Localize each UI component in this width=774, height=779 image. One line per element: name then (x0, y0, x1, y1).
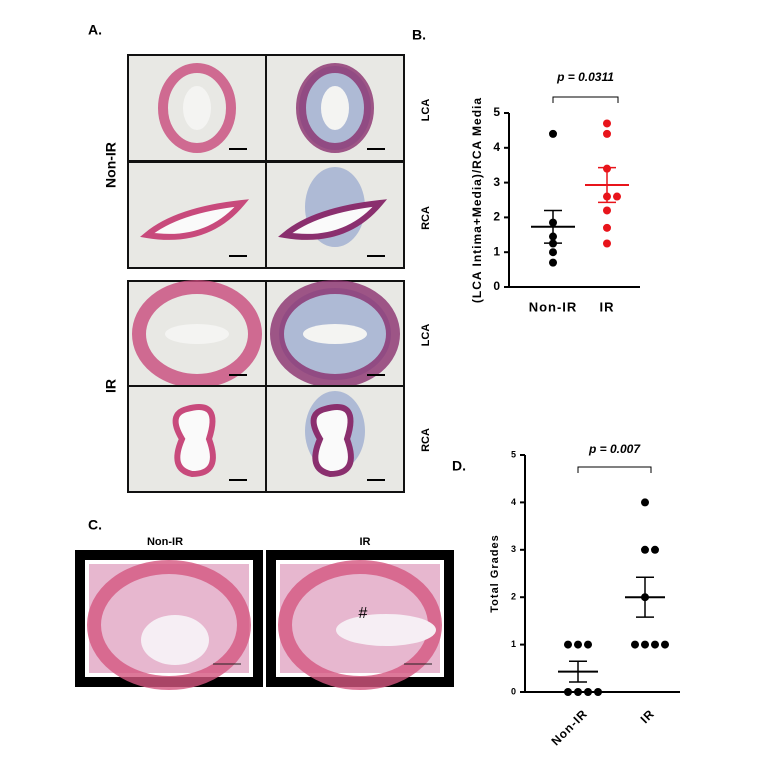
x-tick-label: Non-IR (529, 299, 578, 314)
vessel-wall (270, 280, 400, 388)
y-tick-label: 1 (511, 639, 516, 649)
sem-bar (569, 660, 587, 683)
row-label: Non-IR (103, 142, 119, 188)
data-point (631, 640, 639, 649)
data-point (584, 688, 592, 696)
data-point (603, 206, 611, 215)
data-point (661, 640, 669, 649)
data-point (603, 119, 611, 128)
vessel-wall (278, 560, 442, 690)
data-point (564, 688, 572, 696)
data-point (584, 640, 592, 649)
vessel-wall (140, 199, 250, 240)
panel-label: D. (452, 458, 466, 474)
lumen (303, 324, 367, 344)
vessel-wall (87, 560, 251, 690)
x-tick-label: IR (638, 706, 658, 726)
sem-bar (636, 576, 654, 618)
vessel-wall (158, 63, 236, 153)
lumen (183, 86, 211, 130)
y-axis-label: (LCA Intima+Media)/RCA Media (470, 97, 484, 303)
data-point (641, 498, 649, 507)
y-tick-label: 5 (511, 449, 516, 459)
data-point (564, 640, 572, 649)
vessel-label: RCA (420, 428, 432, 452)
vessel-wall (172, 404, 216, 478)
lumen (141, 615, 209, 665)
y-tick-label: 4 (493, 140, 500, 154)
vessel-label: LCA (420, 324, 432, 347)
panel-label: A. (88, 22, 102, 38)
data-point (574, 688, 582, 696)
lumen (165, 324, 229, 344)
y-axis-label: Total Grades (489, 534, 501, 612)
lumen (321, 86, 349, 130)
y-tick-label: 1 (493, 244, 500, 258)
y-tick-label: 0 (493, 279, 500, 293)
vessel-label: RCA (420, 206, 432, 230)
p-value: p = 0.0311 (556, 70, 614, 84)
x-tick-label: Non-IR (548, 706, 590, 748)
data-point (603, 239, 611, 248)
panel-label: C. (88, 517, 102, 533)
image-title: Non-IR (147, 536, 183, 548)
y-tick-label: 2 (511, 592, 516, 602)
y-tick-label: 0 (511, 686, 516, 696)
y-tick-label: 4 (511, 497, 516, 507)
annotation: # (359, 605, 368, 622)
data-point (641, 640, 649, 649)
data-point (549, 129, 557, 138)
data-point (603, 223, 611, 232)
x-tick-label: IR (600, 299, 615, 314)
data-point (613, 192, 621, 201)
p-value: p = 0.007 (588, 442, 641, 456)
bracket (552, 96, 619, 103)
data-point (641, 545, 649, 554)
data-point (549, 248, 557, 257)
y-tick-label: 5 (493, 105, 500, 119)
data-point (594, 688, 602, 696)
y-tick-label: 3 (493, 175, 500, 189)
data-point (651, 640, 659, 649)
bracket (577, 466, 652, 473)
panel-label: B. (412, 27, 426, 43)
vessel-wall (278, 199, 388, 240)
image-title: IR (360, 536, 371, 548)
sem-bar (598, 166, 616, 204)
row-label: IR (103, 379, 119, 393)
vessel-label: LCA (420, 99, 432, 122)
data-point (574, 640, 582, 649)
vessel-wall (310, 404, 354, 478)
lumen (336, 614, 436, 646)
vessel-wall (296, 63, 374, 153)
vessel-wall (132, 280, 262, 388)
data-point (651, 545, 659, 554)
data-point (603, 129, 611, 138)
y-tick-label: 2 (493, 210, 500, 224)
sem-bar (544, 209, 562, 244)
data-point (549, 258, 557, 267)
y-tick-label: 3 (511, 544, 516, 554)
